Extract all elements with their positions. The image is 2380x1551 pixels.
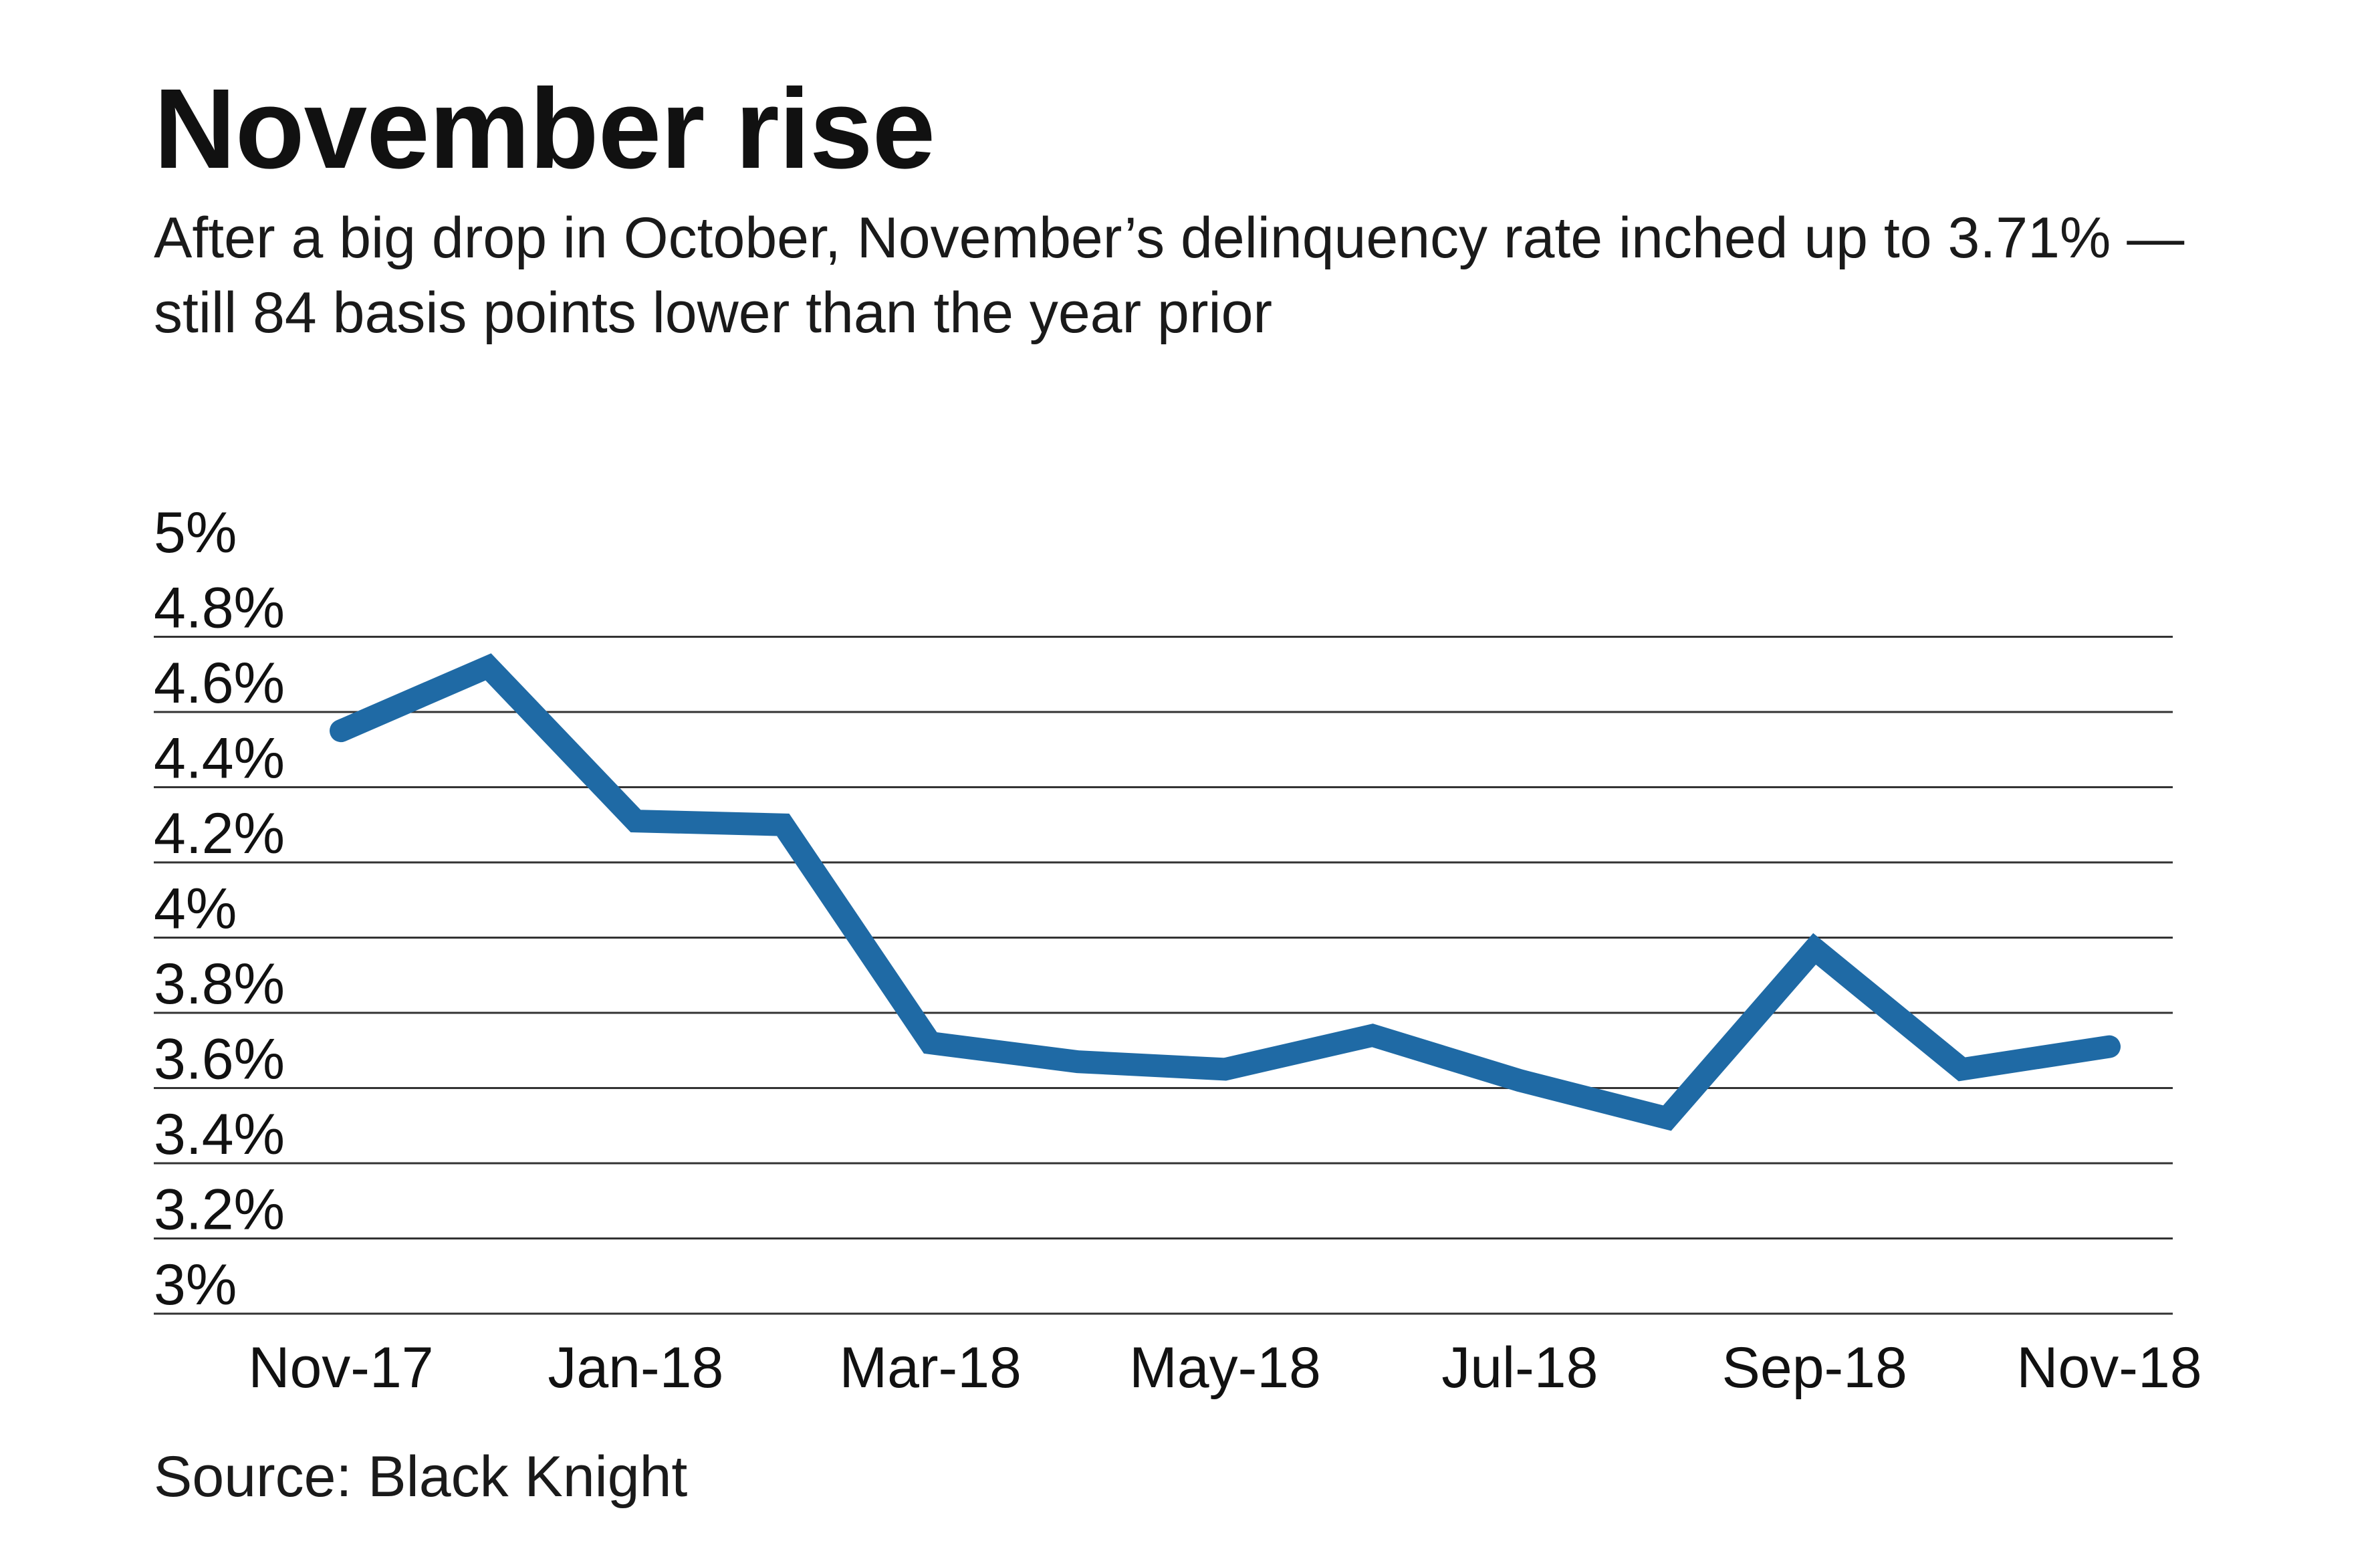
y-tick-label: 4.2%: [154, 802, 285, 866]
y-tick-label: 5%: [154, 501, 237, 565]
y-tick-label: 4.8%: [154, 576, 285, 640]
y-tick-label: 3.8%: [154, 952, 285, 1016]
y-tick-label: 4.4%: [154, 727, 285, 791]
x-axis-labels: Nov-17 Jan-18 Mar-18 May-18 Jul-18 Sep-18 Nov-…: [248, 1336, 2202, 1400]
y-tick-label: 3.4%: [154, 1102, 285, 1167]
chart-title: November rise: [154, 66, 935, 193]
grid-lines: [154, 636, 2173, 1315]
source-note: Source: Black Knight: [154, 1445, 688, 1509]
y-axis-labels: 5% 4.8% 4.6% 4.4% 4.2% 4% 3.8% 3.6% 3.4% 3.2% 3%: [154, 501, 285, 1317]
x-tick-label: Jan-18: [548, 1336, 723, 1400]
x-tick-label: Nov-18: [2016, 1336, 2202, 1400]
series-line: [330, 653, 2121, 1131]
x-tick-label: Sep-18: [1722, 1336, 1907, 1400]
x-tick-label: May-18: [1129, 1336, 1321, 1400]
y-tick-label: 4%: [154, 877, 237, 941]
x-tick-label: Mar-18: [839, 1336, 1021, 1400]
chart-subtitle: After a big drop in October, November’s …: [154, 206, 2185, 345]
y-tick-label: 3.6%: [154, 1028, 285, 1092]
y-tick-label: 4.6%: [154, 651, 285, 715]
x-tick-label: Nov-17: [248, 1336, 433, 1400]
series-group: [330, 653, 2121, 1131]
y-tick-label: 3.2%: [154, 1178, 285, 1242]
x-tick-label: Jul-18: [1441, 1336, 1598, 1400]
y-tick-label: 3%: [154, 1253, 237, 1317]
